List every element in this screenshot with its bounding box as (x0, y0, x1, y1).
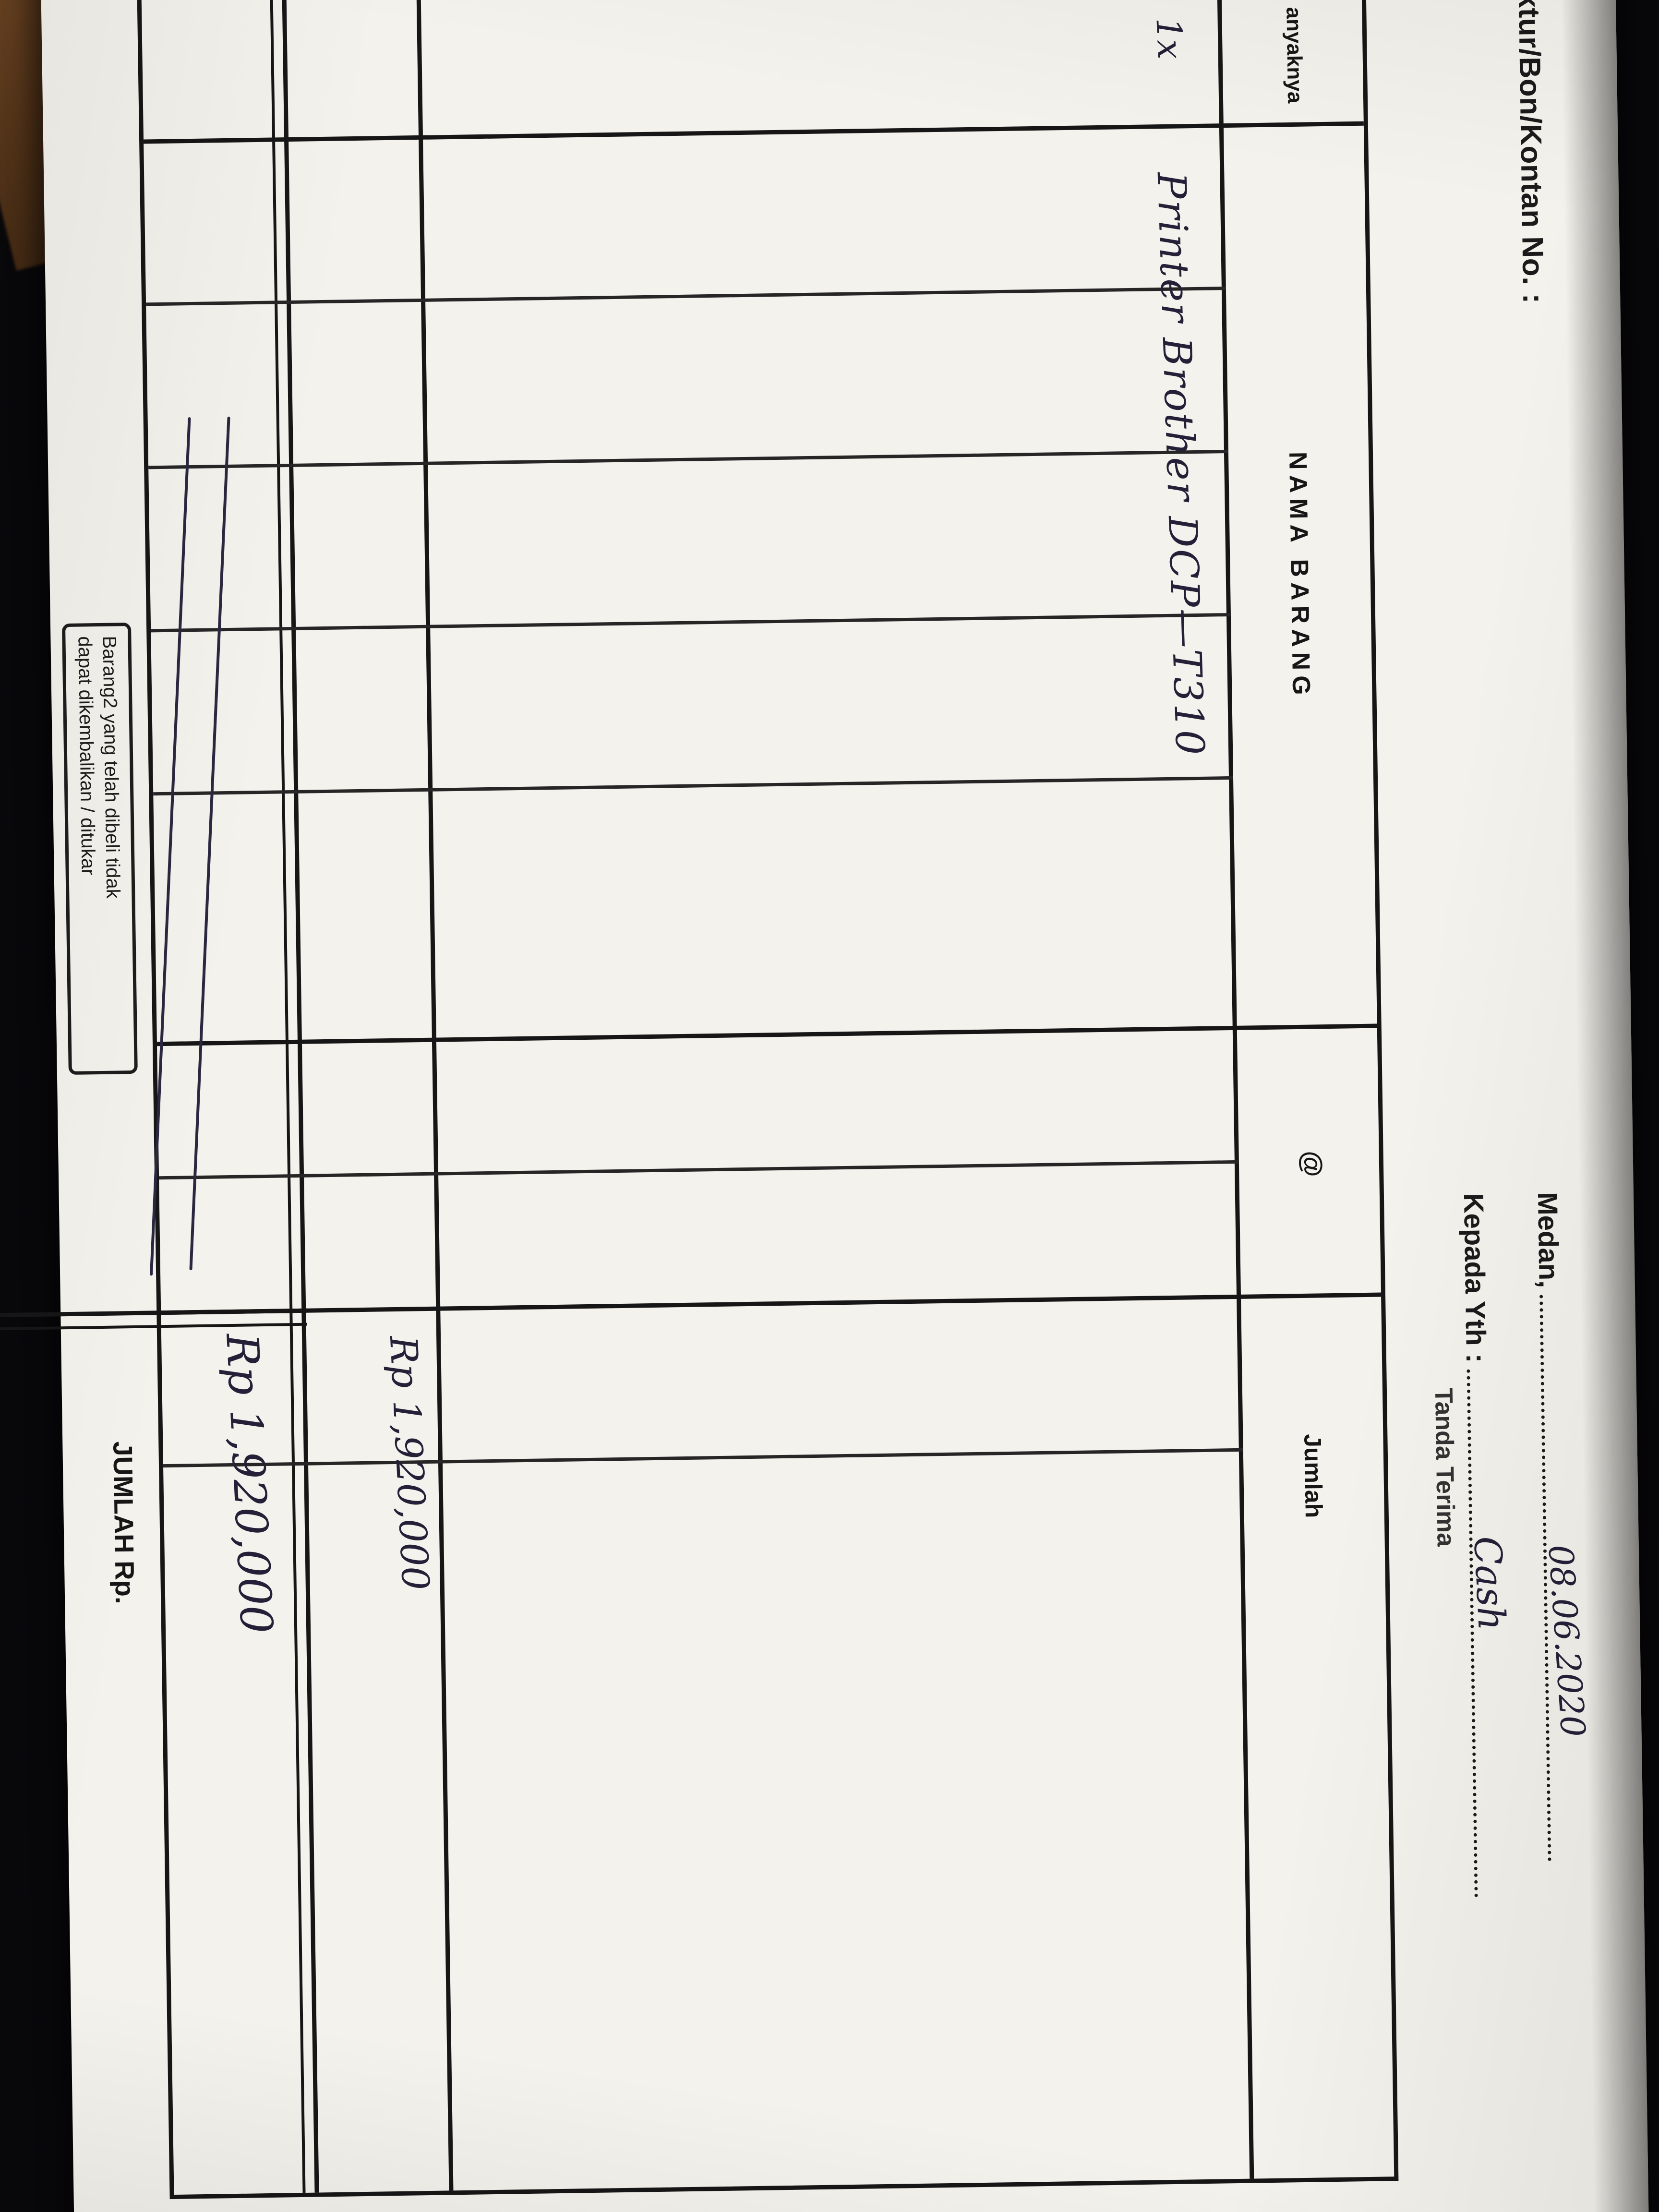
grand-total-handwritten: Rp 1,920,000 (216, 1332, 283, 1635)
total-label: JUMLAH Rp. (108, 1441, 141, 1604)
column-divider-unitprice (156, 1023, 1377, 1046)
faktur-number-label: aktur/Bon/Kontan No. : (1512, 0, 1550, 304)
return-policy-note: Barang2 yang telah dibeli tidak dapat di… (61, 622, 138, 1075)
receipt-form: aktur/Bon/Kontan No. : Medan, Kepada Yth… (0, 0, 1625, 2212)
strikethrough-line-1 (189, 416, 230, 1271)
column-grid-5 (159, 1160, 1239, 1180)
column-divider-qty (144, 121, 1364, 144)
column-grid-6 (163, 1448, 1243, 1468)
strikethrough-line-2 (149, 417, 191, 1276)
recipient-label: Kepada Yth : (1457, 1193, 1492, 1363)
handwritten-recipient: Cash (1465, 1535, 1513, 1632)
column-header-qty: anyaknya (1282, 7, 1307, 104)
row-name-handwritten: Printer Brother DCP—T310 (1148, 171, 1213, 757)
receipt-sheet-rotated: aktur/Bon/Kontan No. : Medan, Kepada Yth… (0, 0, 1625, 2212)
row-amount-handwritten: Rp 1,920,000 (381, 1334, 437, 1591)
table-subtotal-rule (416, 0, 454, 2191)
column-grid-2 (148, 449, 1228, 469)
column-grid-1 (146, 287, 1226, 306)
recipient-dotted-line (1467, 1369, 1485, 1898)
row-qty-handwritten: 1x (1148, 17, 1190, 60)
column-header-name: NAMA BARANG (1283, 451, 1315, 701)
signature-label: Tanda Terima (1429, 1388, 1460, 1547)
column-grid-4 (153, 776, 1234, 796)
column-header-unit-price: @ (1297, 1150, 1328, 1178)
place-label: Medan, (1531, 1191, 1564, 1288)
column-header-amount: Jumlah (1299, 1433, 1327, 1518)
line-items-table: anyaknya NAMA BARANG @ Jumlah 1x Printer… (0, 0, 1399, 2200)
column-divider-amount (161, 1292, 1382, 1315)
column-grid-3 (151, 613, 1231, 633)
table-header-rule (1217, 0, 1254, 2179)
place-row: Medan, (1531, 1192, 1574, 1862)
